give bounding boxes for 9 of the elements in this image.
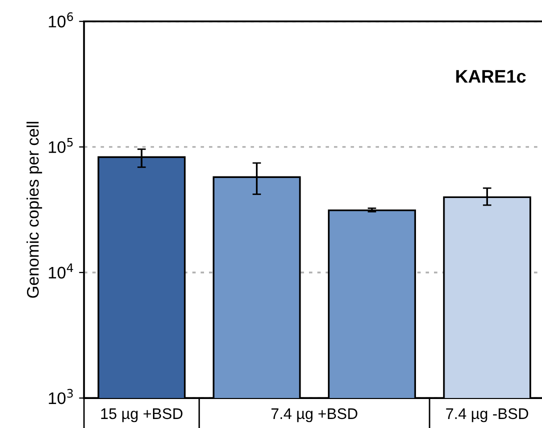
x-tick-label: 7.4 µg -BSD bbox=[446, 408, 528, 422]
x-tick-label: 7.4 µg +BSD bbox=[271, 408, 358, 422]
y-tick-label: 10$^{3}$ bbox=[48, 388, 73, 404]
y-tick-label: 10$^{6}$ bbox=[48, 12, 74, 28]
y-axis-title: Genomic copies per cell bbox=[26, 122, 42, 298]
y-tick-label: 10$^{4}$ bbox=[48, 264, 74, 279]
annotation: KARE1c bbox=[456, 70, 526, 83]
x-tick-label: 15 µg +BSD bbox=[101, 408, 182, 422]
y-tick-label: 10$^{5}$ bbox=[48, 138, 73, 154]
